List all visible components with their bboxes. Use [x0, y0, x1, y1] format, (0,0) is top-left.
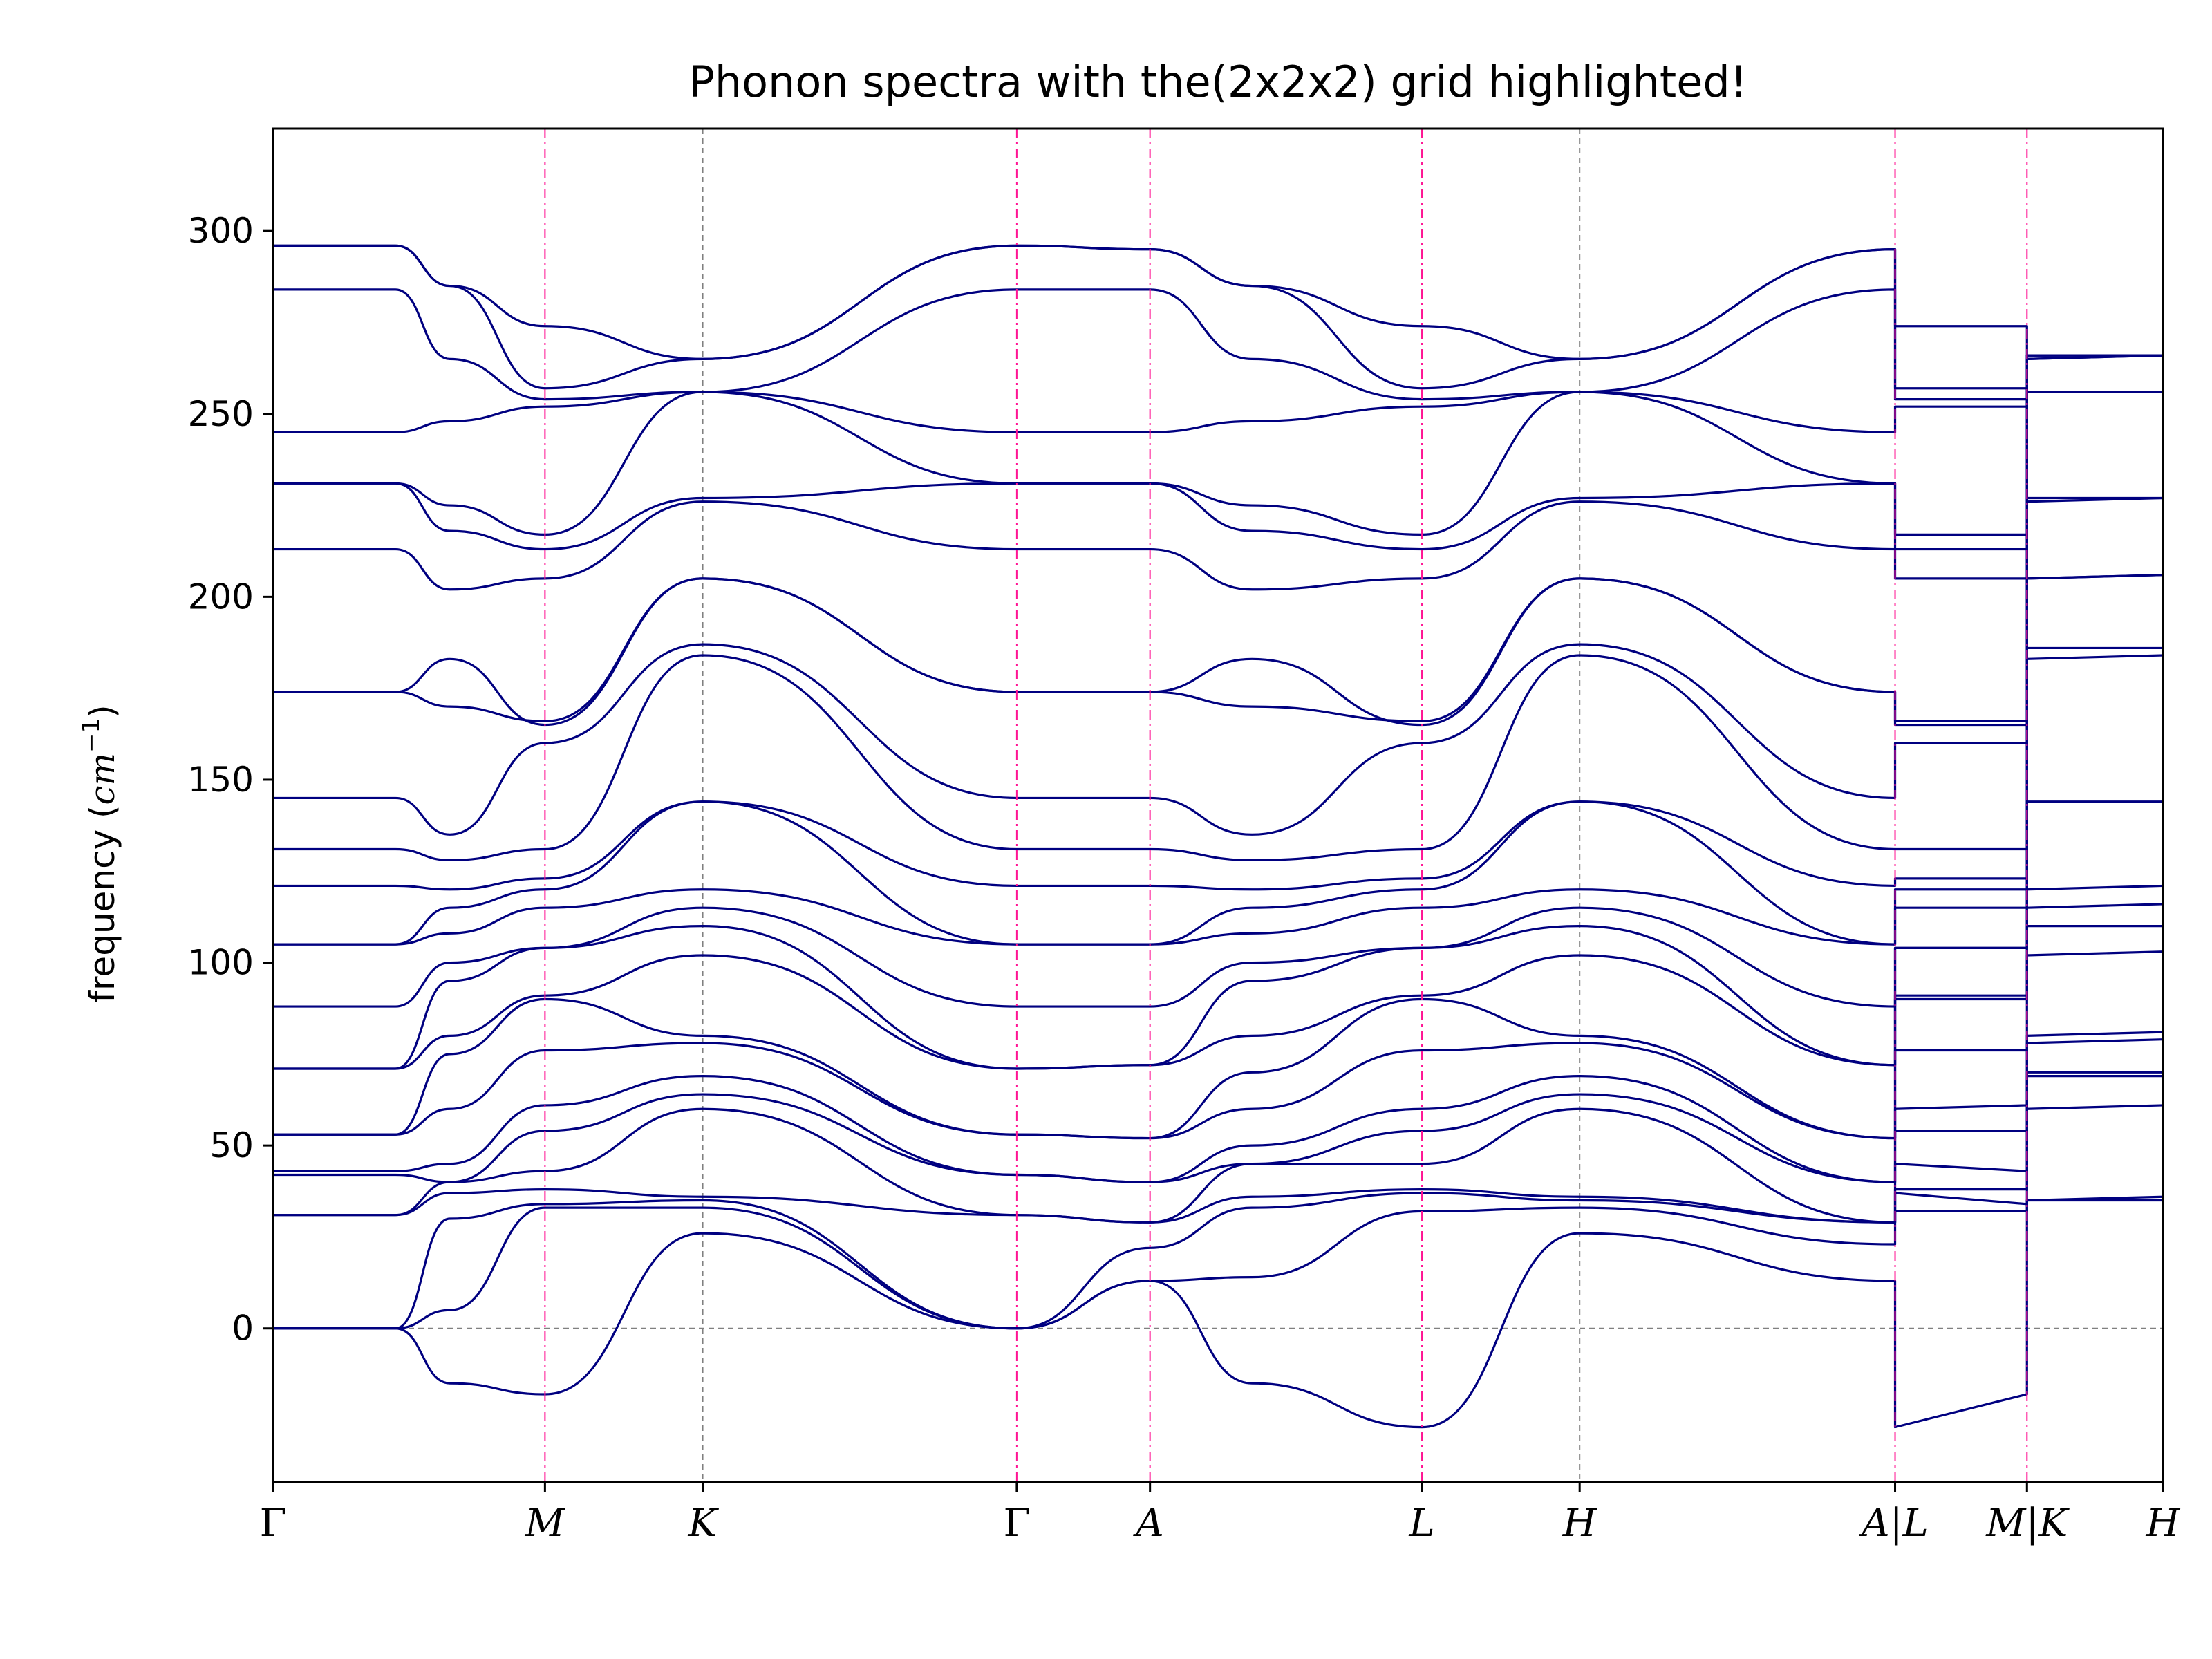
plot-frame: [272, 127, 2164, 1483]
y-axis-label-suffix: ): [82, 704, 122, 718]
x-tick-label: A: [1132, 1501, 1163, 1546]
phonon-band: [273, 574, 2164, 861]
y-tick-label: 50: [209, 1125, 254, 1165]
phonon-band: [273, 496, 2164, 836]
y-tick-label: 300: [188, 211, 254, 251]
y-tick-label: 150: [188, 760, 254, 800]
phonon-band: [273, 884, 2164, 1070]
phonon-band: [272, 800, 2163, 1008]
y-tick-label: 0: [232, 1309, 254, 1349]
phonon-band: [273, 1195, 2164, 1330]
phonon-band: [273, 1038, 2164, 1183]
phonon-band: [273, 391, 2163, 591]
phonon-bands: [272, 244, 2164, 1429]
phonon-band: [273, 1199, 2163, 1429]
x-tick-label: Γ: [1003, 1501, 1030, 1546]
y-axis-label-exponent: −1: [77, 718, 105, 753]
x-tick-label: A|L: [1858, 1501, 1929, 1546]
y-axis-ticks: 0 50 100 150 200 250 300: [188, 211, 273, 1349]
highlight-lines: [544, 129, 2028, 1482]
y-tick-label: 250: [188, 394, 254, 434]
phonon-band: [273, 354, 2163, 433]
y-axis-label: frequency (cm−1): [77, 704, 122, 1002]
phonon-band: [273, 654, 2164, 946]
phonon-band: [273, 288, 2163, 401]
phonon-band: [273, 925, 2163, 1140]
y-tick-label: 100: [188, 943, 254, 983]
phonon-band: [273, 354, 2164, 551]
x-tick-label: M|K: [1985, 1501, 2070, 1546]
phonon-band: [273, 950, 2164, 1140]
phonon-band: [273, 1104, 2164, 1330]
phonon-band: [273, 1031, 2164, 1183]
phonon-band: [273, 391, 2163, 722]
x-tick-label: M: [525, 1501, 566, 1546]
phonon-band: [273, 1075, 2163, 1224]
x-tick-label: H: [1562, 1501, 1597, 1546]
x-tick-label: K: [688, 1501, 720, 1546]
grid-lines: [273, 129, 2163, 1482]
phonon-band: [273, 1071, 2163, 1224]
phonon-band: [273, 903, 2164, 1070]
chart-title: Phonon spectra with the(2x2x2) grid high…: [688, 57, 1747, 107]
x-tick-label: H: [2146, 1501, 2181, 1546]
phonon-band: [273, 244, 2163, 360]
y-axis-label-prefix: frequency (: [82, 805, 122, 1002]
y-tick-label: 200: [188, 577, 254, 617]
phonon-band: [273, 354, 2164, 536]
x-tick-label: Γ: [260, 1501, 287, 1546]
phonon-band: [273, 244, 2163, 390]
phonon-band: [272, 574, 2164, 891]
x-axis-ticks: Γ M K Γ A L H A|L M|K H: [260, 1482, 2181, 1546]
x-tick-label: L: [1408, 1501, 1434, 1546]
y-axis-label-unit: cm: [82, 753, 122, 805]
